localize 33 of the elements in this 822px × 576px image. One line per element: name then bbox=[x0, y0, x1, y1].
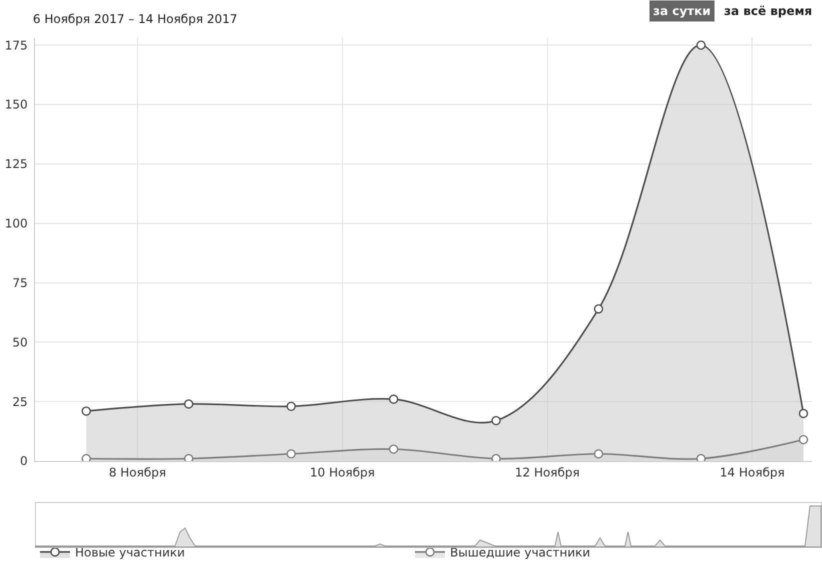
x-tick-label: 12 Ноября bbox=[514, 465, 580, 480]
legend-label: Вышедшие участники bbox=[450, 546, 590, 560]
point bbox=[286, 449, 296, 459]
point bbox=[491, 416, 501, 426]
point bbox=[594, 449, 604, 459]
point bbox=[82, 406, 91, 416]
point bbox=[184, 454, 194, 461]
x-tick-label: 10 Ноября bbox=[310, 465, 375, 480]
point bbox=[696, 40, 706, 50]
point bbox=[594, 304, 604, 314]
point bbox=[286, 402, 296, 411]
x-tick-label: 8 Ноября bbox=[108, 465, 166, 480]
y-tick-label: 75 bbox=[12, 276, 28, 290]
y-tick-label: 125 bbox=[4, 157, 28, 172]
y-tick-label: 175 bbox=[4, 38, 28, 52]
legend-label: Новые участники bbox=[75, 546, 185, 560]
point bbox=[388, 444, 398, 454]
chart-title: 6 Ноября 2017 – 14 Ноября 2017 bbox=[32, 12, 238, 26]
point bbox=[798, 408, 808, 418]
x-tick-label: 14 Ноября bbox=[720, 465, 785, 480]
y-tick-label: 25 bbox=[12, 394, 28, 409]
point bbox=[798, 434, 808, 444]
point bbox=[82, 454, 91, 461]
text: за всё время bbox=[724, 4, 812, 18]
point bbox=[696, 454, 706, 461]
point bbox=[491, 454, 501, 461]
point bbox=[388, 394, 398, 404]
point bbox=[184, 399, 194, 409]
y-tick-label: 150 bbox=[4, 98, 28, 112]
y-tick-label: 0 bbox=[20, 454, 28, 468]
text: за сутки bbox=[653, 4, 711, 18]
y-tick-label: 100 bbox=[4, 216, 28, 231]
y-tick-label: 50 bbox=[12, 335, 28, 350]
